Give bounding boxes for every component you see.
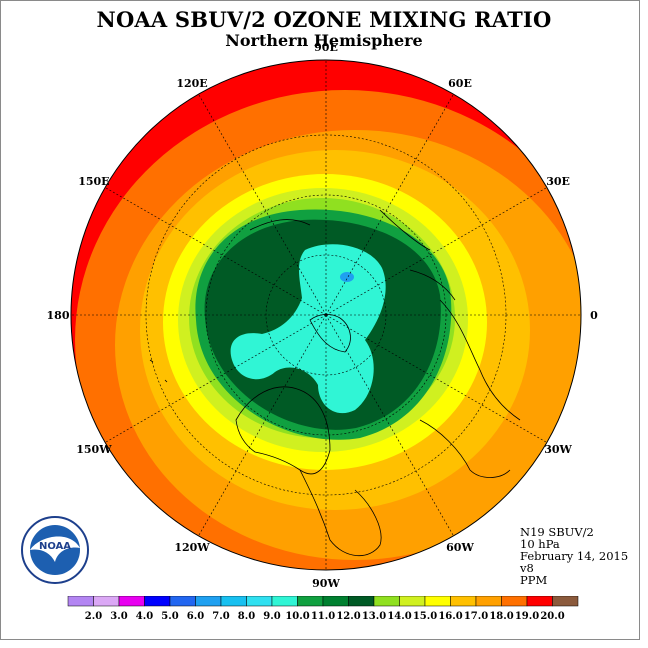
colorbar-swatch bbox=[67, 596, 94, 607]
colorbar-tick-label: 20.0 bbox=[540, 611, 564, 622]
colorbar-swatch bbox=[271, 596, 298, 607]
colorbar-swatch bbox=[399, 596, 426, 607]
colorbar-tick-label: 2.0 bbox=[85, 611, 102, 622]
colorbar-swatch bbox=[118, 596, 145, 607]
colorbar-tick-label: 15.0 bbox=[413, 611, 437, 622]
colorbar-tick-label: 9.0 bbox=[263, 611, 280, 622]
colorbar-tick-label: 8.0 bbox=[238, 611, 255, 622]
info-satellite: N19 SBUV/2 bbox=[520, 525, 594, 539]
colorbar-tick-label: 12.0 bbox=[336, 611, 360, 622]
meridian-150W bbox=[105, 314, 327, 443]
longitude-label-90W: 90W bbox=[312, 577, 340, 590]
meridian-60W bbox=[325, 314, 454, 536]
longitude-label-90E: 90E bbox=[314, 41, 338, 54]
colorbar-tick-label: 18.0 bbox=[489, 611, 513, 622]
longitude-label-60E: 60E bbox=[448, 77, 472, 90]
colorbar-tick-label: 16.0 bbox=[438, 611, 462, 622]
colorbar-swatch bbox=[348, 596, 375, 607]
colorbar-tick-label: 6.0 bbox=[187, 611, 204, 622]
colorbar-swatch bbox=[144, 596, 171, 607]
noaa-logo-icon: NOAA bbox=[21, 516, 89, 584]
figure-frame bbox=[0, 0, 640, 640]
colorbar-swatch bbox=[475, 596, 502, 607]
longitude-label-120E: 120E bbox=[176, 77, 207, 90]
colorbar-tick-label: 17.0 bbox=[464, 611, 488, 622]
colorbar-swatch bbox=[424, 596, 451, 607]
colorbar-swatch bbox=[322, 596, 349, 607]
colorbar-tick-label: 13.0 bbox=[362, 611, 386, 622]
colorbar-tick-label: 3.0 bbox=[110, 611, 127, 622]
longitude-label-150W: 150W bbox=[76, 443, 112, 456]
longitude-label-60W: 60W bbox=[446, 541, 474, 554]
colorbar-tick-label: 19.0 bbox=[515, 611, 539, 622]
longitude-label-30E: 30E bbox=[546, 175, 570, 188]
longitude-label-180: 180 bbox=[47, 309, 70, 322]
map-subtitle: Northern Hemisphere bbox=[225, 31, 423, 50]
longitude-labels: 90E 60E 30E 0 30W 60W 90W 120W 150W 180 150E 120E bbox=[47, 41, 599, 590]
colorbar: 2.0 3.0 4.0 5.0 6.0 7.0 8.0 9.0 10.0 11.0 12.0 13.0… bbox=[67, 596, 579, 622]
longitude-label-120W: 120W bbox=[174, 541, 210, 554]
colorbar-swatch bbox=[373, 596, 400, 607]
colorbar-swatch bbox=[169, 596, 196, 607]
meridian-120W bbox=[198, 314, 327, 536]
meridian-120E bbox=[198, 94, 327, 316]
colorbar-swatch bbox=[93, 596, 120, 607]
colorbar-tick-label: 11.0 bbox=[311, 611, 335, 622]
info-date: February 14, 2015 bbox=[520, 549, 629, 563]
map-title: NOAA SBUV/2 OZONE MIXING RATIO bbox=[96, 7, 552, 32]
ozone-band-9 bbox=[340, 272, 354, 282]
info-units: PPM bbox=[520, 573, 548, 587]
colorbar-swatch bbox=[195, 596, 222, 607]
colorbar-tick-label: 4.0 bbox=[136, 611, 153, 622]
meridian-60E bbox=[325, 94, 454, 316]
info-version: v8 bbox=[520, 561, 534, 575]
colorbar-swatch bbox=[526, 596, 553, 607]
longitude-label-0: 0 bbox=[590, 309, 598, 322]
longitude-label-30W: 30W bbox=[544, 443, 572, 456]
colorbar-swatch bbox=[501, 596, 528, 607]
longitude-label-150E: 150E bbox=[78, 175, 109, 188]
meridian-30W bbox=[325, 314, 547, 443]
map-boundary bbox=[70, 59, 582, 571]
meridian-30E bbox=[325, 187, 547, 316]
coastlines bbox=[149, 209, 521, 557]
colorbar-tick-label: 14.0 bbox=[387, 611, 411, 622]
colorbar-swatch bbox=[450, 596, 477, 607]
colorbar-swatch bbox=[297, 596, 324, 607]
logo-text: NOAA bbox=[39, 541, 71, 552]
colorbar-tick-label: 7.0 bbox=[212, 611, 229, 622]
colorbar-swatch bbox=[552, 596, 579, 607]
colorbar-tick-label: 5.0 bbox=[161, 611, 178, 622]
meridian-150E bbox=[105, 187, 327, 316]
ozone-contour-fill bbox=[71, 60, 581, 570]
meridian-lines bbox=[71, 60, 581, 570]
info-level: 10 hPa bbox=[520, 537, 560, 551]
colorbar-swatch bbox=[220, 596, 247, 607]
colorbar-tick-label: 10.0 bbox=[285, 611, 309, 622]
colorbar-swatch bbox=[246, 596, 273, 607]
